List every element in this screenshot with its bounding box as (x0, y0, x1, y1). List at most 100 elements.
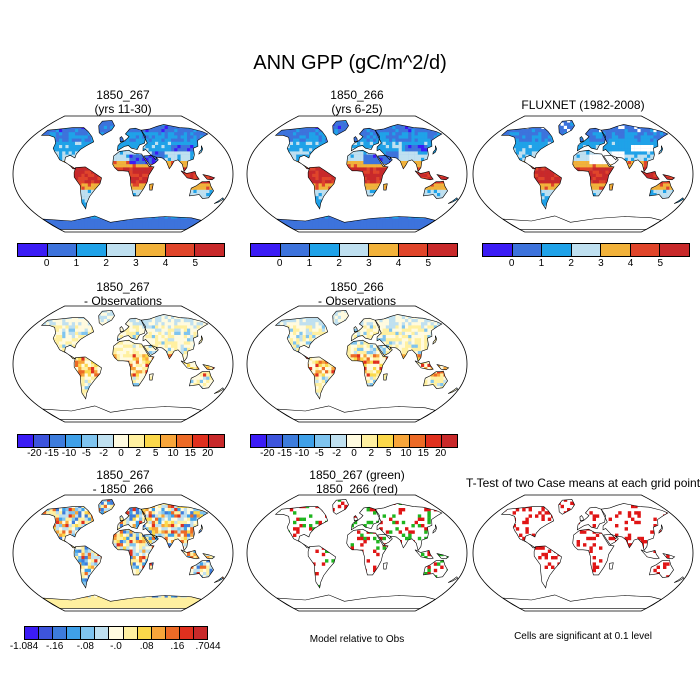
coastline-greenland (558, 499, 575, 515)
panel-5-title: 1850_266 - Observations (237, 280, 477, 308)
coastline-antarctica (502, 215, 663, 230)
coastline-indonesia (640, 549, 660, 560)
panel-1-name: 1850_267 (96, 88, 150, 102)
colorbar-tick-label: -.16 (46, 641, 64, 652)
colorbar-tick-label: -1.084 (9, 641, 39, 652)
colorbar-swatch (378, 435, 395, 447)
colorbar-tick-label: -20 (260, 448, 275, 459)
coastline-australia (649, 180, 674, 199)
coastline-asia (140, 503, 209, 552)
coastline-newzealand (673, 197, 685, 204)
coastline-newguinea (436, 553, 450, 560)
panel-5-subtitle: - Observations (317, 294, 397, 308)
coastline-arabia (377, 533, 393, 545)
coastline-antarctica (502, 594, 663, 609)
coastline-uk (119, 326, 124, 333)
colorbar-panel-3 (482, 243, 690, 257)
coastline-indonesia (180, 360, 200, 371)
colorbar-swatch (571, 244, 602, 256)
coastline-newguinea (662, 174, 676, 181)
colorbar-tick-label: -15 (44, 448, 59, 459)
coastline-japan (658, 524, 664, 534)
coastline-greenland (98, 120, 115, 136)
colorbar-swatch (428, 244, 458, 256)
colorbar-ticks-panel-6: -1.084 -.16 -.08 -.0 .08 .16 .7044 (10, 641, 221, 653)
colorbar-swatch (106, 244, 137, 256)
colorbar-swatch (165, 244, 196, 256)
colorbar-tick-label: 2 (103, 258, 109, 269)
coastline-japan (432, 335, 438, 345)
panel-6-name: 1850_267 (96, 468, 150, 482)
colorbar-tick-label: 2 (568, 258, 574, 269)
map-panel-5 (246, 305, 468, 423)
coastline-samerica (73, 356, 102, 400)
colorbar-tick-label: 3 (366, 258, 372, 269)
coastline-japan (198, 145, 204, 155)
colorbar-tick-label: 20 (202, 448, 214, 459)
panel-6-title: 1850_267 - 1850_266 (3, 468, 243, 496)
coastline-japan (658, 145, 664, 155)
colorbar-tick-label: 0 (508, 258, 515, 269)
coastline-greenland (98, 310, 115, 326)
panel-4-name: 1850_267 (96, 280, 150, 294)
map-frame (472, 115, 694, 233)
coastline-japan (198, 524, 204, 534)
coastline-madagascar (609, 562, 614, 570)
colorbar-ticks-panel-1: 0 1 2 3 4 5 (17, 258, 225, 270)
coastline-greenland (332, 499, 349, 515)
panel-5-name: 1850_266 (330, 280, 384, 294)
colorbar-swatch (151, 627, 166, 639)
colorbar-panel-5 (250, 434, 458, 448)
colorbar-tick-label: 5 (152, 448, 159, 459)
colorbar-tick-label: -10 (61, 448, 77, 459)
coastline-madagascar (149, 183, 154, 191)
coastline-uk (579, 515, 584, 522)
panel-1-title: 1850_267 (yrs 11-30) (3, 88, 243, 116)
coastline-africa (346, 149, 389, 197)
colorbar-tick-label: 5 (385, 448, 392, 459)
coastline-antarctica (276, 594, 437, 609)
colorbar-swatch (630, 244, 661, 256)
colorbar-swatch (442, 435, 457, 447)
coastline-uk (353, 326, 358, 333)
panel-8-title: T-Test of two Case means at each grid po… (463, 476, 700, 490)
map-panel-6 (12, 494, 234, 612)
colorbar-swatch (49, 435, 66, 447)
colorbar-tick-label: 5 (192, 258, 199, 269)
colorbar-tick-label: 1 (306, 258, 313, 269)
colorbar-tick-label: 2 (336, 258, 342, 269)
colorbar-swatch (209, 435, 224, 447)
colorbar-swatch (109, 627, 124, 639)
colorbar-tick-label: -2 (332, 448, 342, 459)
colorbar-tick-label: 3 (598, 258, 604, 269)
map-panel-3 (472, 115, 694, 233)
colorbar-ticks-panel-3: 0 1 2 3 4 5 (482, 258, 690, 270)
coastline-australia (189, 370, 214, 389)
coastline-newguinea (202, 174, 216, 181)
coastline-arabia (377, 154, 393, 166)
coastline-asia (374, 503, 443, 552)
colorbar-tick-label: 2 (368, 448, 375, 459)
panel-7-subtitle: 1850_266 (red) (315, 482, 399, 496)
coastline-samerica (533, 166, 562, 210)
colorbar-tick-label: -10 (294, 448, 310, 459)
colorbar-tick-label: -15 (277, 448, 292, 459)
colorbar-tick-label: 0 (118, 448, 124, 459)
coastline-newzealand (213, 576, 225, 583)
colorbar-swatch (47, 244, 78, 256)
coastline-arabia (603, 533, 619, 545)
colorbar-swatch (310, 244, 340, 256)
coastline-antarctica (42, 594, 203, 609)
coastline-newzealand (673, 576, 685, 583)
coastline-africa (572, 149, 615, 197)
coastline-europe (576, 127, 606, 152)
colorbar-swatch (410, 435, 427, 447)
coastline-europe (116, 506, 146, 531)
colorbar-swatch (25, 627, 40, 639)
colorbar-swatch (195, 244, 225, 256)
coastline-asia (140, 124, 209, 173)
coastline-namerica (40, 127, 95, 170)
coastline-indonesia (414, 549, 434, 560)
coastline-africa (346, 339, 389, 387)
figure-title: ANN GPP (gC/m^2/d) (253, 52, 447, 74)
